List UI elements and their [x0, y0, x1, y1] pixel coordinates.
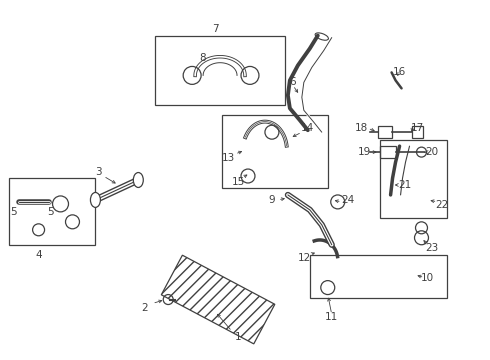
Text: 22: 22	[435, 200, 448, 210]
Text: 16: 16	[393, 67, 406, 77]
Text: 9: 9	[269, 195, 275, 205]
Text: 21: 21	[398, 180, 411, 190]
Text: 20: 20	[425, 147, 438, 157]
Text: 1: 1	[235, 332, 242, 342]
Bar	[9, 178, 96, 245]
Text: 17: 17	[411, 123, 424, 133]
Text: 15: 15	[231, 177, 245, 187]
Text: 3: 3	[95, 167, 102, 177]
Text: 14: 14	[301, 123, 315, 133]
Text: 8: 8	[199, 54, 205, 63]
Bar	[412, 126, 423, 138]
Bar	[222, 115, 328, 188]
Text: 19: 19	[358, 147, 371, 157]
Text: 6: 6	[290, 77, 296, 87]
Ellipse shape	[133, 172, 143, 188]
Text: 5: 5	[10, 207, 17, 217]
Text: 13: 13	[221, 153, 235, 163]
Bar	[378, 126, 392, 138]
Bar	[310, 255, 447, 298]
Bar	[155, 36, 285, 105]
Text: 10: 10	[421, 273, 434, 283]
Text: 23: 23	[425, 243, 438, 253]
Bar	[380, 140, 447, 218]
Text: 24: 24	[341, 195, 354, 205]
Text: 12: 12	[298, 253, 312, 263]
Text: 4: 4	[35, 250, 42, 260]
Text: 2: 2	[141, 302, 147, 312]
Text: 5: 5	[47, 207, 54, 217]
Text: 11: 11	[325, 312, 339, 323]
Text: 7: 7	[212, 24, 219, 33]
Ellipse shape	[91, 193, 100, 207]
Text: 18: 18	[355, 123, 368, 133]
Bar	[380, 146, 395, 158]
